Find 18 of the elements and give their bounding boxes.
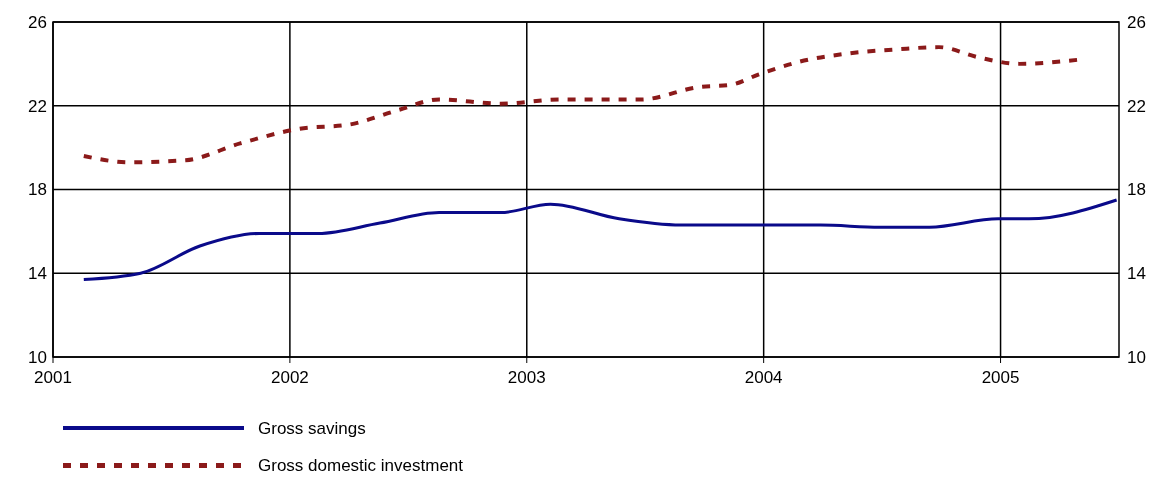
x-tick-label: 2004 — [744, 368, 783, 387]
legend-label: Gross savings — [258, 418, 366, 438]
y2-tick-label: 10 — [1127, 347, 1146, 367]
x-tick-label: 2001 — [34, 368, 72, 387]
y-tick-label: 10 — [28, 347, 47, 367]
x-tick-label: 2002 — [270, 368, 309, 387]
y-tick-label: 14 — [28, 264, 47, 284]
x-tick-label: 2003 — [507, 368, 546, 387]
y-tick-label: 18 — [28, 180, 47, 200]
x-tick-label: 2005 — [981, 368, 1020, 387]
y2-tick-label: 22 — [1127, 96, 1146, 116]
line-series — [82, 198, 1119, 282]
y-tick-label: 26 — [28, 12, 47, 32]
y-tick-label: 22 — [28, 96, 47, 116]
y2-tick-label: 14 — [1127, 264, 1146, 284]
legend-label: Gross domestic investment — [258, 455, 464, 475]
y2-tick-label: 26 — [1127, 12, 1146, 32]
y2-tick-label: 18 — [1127, 180, 1146, 200]
